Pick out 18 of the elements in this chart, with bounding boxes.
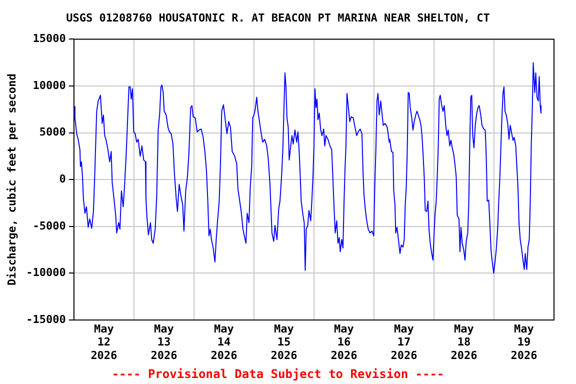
y-tick-label: -15000 xyxy=(26,312,66,326)
x-tick-label: May 14 2026 xyxy=(210,322,238,362)
x-tick-label: May 18 2026 xyxy=(450,322,478,362)
y-tick-label: -5000 xyxy=(32,219,66,232)
y-tick-label: 5000 xyxy=(39,126,66,139)
y-tick-label: 15000 xyxy=(32,32,66,46)
x-tick-label: May 16 2026 xyxy=(330,322,358,362)
x-tick-label: May 15 2026 xyxy=(270,322,298,362)
x-tick-label: May 12 2026 xyxy=(90,322,118,362)
y-tick-label: -10000 xyxy=(26,266,66,280)
y-tick-label: 0 xyxy=(59,172,66,186)
y-tick-label: 10000 xyxy=(32,78,66,92)
x-tick-label: May 13 2026 xyxy=(150,322,178,362)
text: ---- Provisional Data Subject to Revision ---- xyxy=(112,366,444,381)
x-tick-label: May 19 2026 xyxy=(510,322,538,362)
chart-title: USGS 01208760 HOUSATONIC R. AT BEACON PT MARINA NEAR SHELTON, CT xyxy=(66,11,490,24)
x-tick-label: May 17 2026 xyxy=(390,322,418,362)
y-axis-title: Discharge, cubic feet per second xyxy=(5,74,18,286)
